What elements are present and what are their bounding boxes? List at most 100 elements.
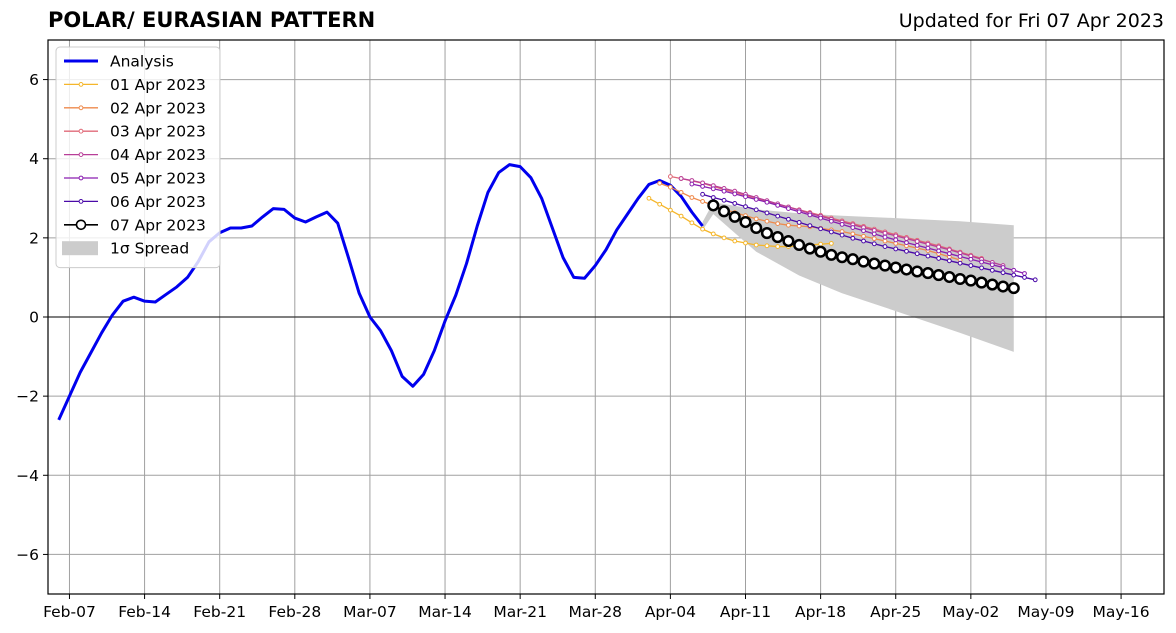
data-point <box>818 226 824 232</box>
data-point <box>657 180 663 186</box>
data-point <box>803 242 816 255</box>
data-point <box>732 191 738 197</box>
x-tick-label: Feb-28 <box>268 603 321 621</box>
data-point <box>739 215 752 229</box>
data-point <box>807 223 813 228</box>
y-tick-label: −4 <box>16 467 39 485</box>
chart-updated-date: Updated for Fri 07 Apr 2023 <box>898 10 1164 32</box>
x-tick-label: May-16 <box>1093 603 1150 621</box>
data-point <box>667 174 673 179</box>
data-point <box>732 201 738 206</box>
data-point <box>861 233 866 239</box>
y-tick-label: −6 <box>16 546 39 564</box>
legend-label: 1σ Spread <box>110 240 189 258</box>
chart-title: POLAR/ EURASIAN PATTERN <box>48 8 376 32</box>
data-point <box>743 204 748 209</box>
x-tick-label: May-09 <box>1017 603 1074 621</box>
y-tick-label: 2 <box>29 229 39 247</box>
y-axis: −6 −4 −2 0 2 4 6 <box>16 71 48 564</box>
data-point <box>946 251 952 257</box>
data-point <box>882 230 888 236</box>
data-point <box>764 243 770 249</box>
legend-label: 05 Apr 2023 <box>110 170 206 188</box>
data-point <box>871 231 877 237</box>
data-point <box>1022 271 1027 276</box>
data-point <box>878 259 892 272</box>
data-point <box>750 221 763 235</box>
data-point <box>793 238 806 252</box>
data-point <box>846 253 859 266</box>
legend-label: 07 Apr 2023 <box>110 216 206 234</box>
data-point <box>964 274 977 287</box>
data-point <box>689 220 695 226</box>
data-point <box>667 207 673 213</box>
data-point <box>1032 277 1038 283</box>
data-point <box>710 231 716 237</box>
data-point <box>921 267 934 280</box>
legend-label: Analysis <box>110 53 174 71</box>
data-point <box>764 218 770 224</box>
data-point <box>818 215 824 221</box>
data-point <box>828 240 834 246</box>
data-point <box>753 216 759 222</box>
data-point <box>689 181 695 187</box>
data-point <box>957 260 963 266</box>
legend-marker <box>78 128 84 134</box>
data-point <box>721 197 727 203</box>
data-point <box>753 207 759 213</box>
data-point <box>807 212 813 218</box>
legend-marker <box>78 199 84 204</box>
x-tick-label: Mar-28 <box>568 603 622 621</box>
data-point <box>836 251 849 264</box>
data-point <box>893 237 899 243</box>
data-point <box>1000 265 1006 270</box>
data-point <box>760 227 774 240</box>
data-point <box>857 255 870 268</box>
x-tick-label: May-02 <box>942 603 999 621</box>
data-point <box>914 239 920 244</box>
data-point <box>764 199 770 205</box>
x-tick-label: Apr-11 <box>720 603 771 621</box>
x-tick-label: Feb-21 <box>193 603 246 621</box>
data-point <box>721 235 727 241</box>
data-point <box>893 246 899 252</box>
data-point <box>968 256 974 262</box>
data-point <box>904 236 909 242</box>
data-point <box>925 245 931 251</box>
legend-label: 06 Apr 2023 <box>110 193 206 211</box>
data-point <box>936 244 942 250</box>
data-point <box>775 203 781 208</box>
data-point <box>743 240 748 246</box>
legend-spread-swatch <box>62 241 98 256</box>
data-point <box>904 240 909 246</box>
data-point <box>900 263 913 276</box>
data-point <box>871 236 877 242</box>
legend-label: 03 Apr 2023 <box>110 123 206 141</box>
legend: Analysis 01 Apr 2023 02 Apr 2023 03 Apr 202… <box>55 46 221 269</box>
data-point <box>732 238 738 244</box>
data-point <box>717 205 731 218</box>
data-point <box>700 191 705 197</box>
series-line <box>57 163 704 421</box>
legend-label: 04 Apr 2023 <box>110 146 206 164</box>
data-point <box>943 270 956 284</box>
data-point <box>710 186 716 192</box>
data-point <box>796 209 802 215</box>
data-point <box>818 241 824 247</box>
data-point <box>989 267 995 273</box>
x-tick-label: Mar-07 <box>343 603 397 621</box>
data-point <box>946 247 952 253</box>
data-point <box>700 184 705 189</box>
legend-marker <box>78 105 84 111</box>
data-point <box>775 221 781 227</box>
data-point <box>786 222 791 228</box>
data-point <box>925 241 931 247</box>
data-point <box>914 242 920 248</box>
data-point <box>850 235 856 241</box>
data-point <box>700 226 705 232</box>
data-point <box>700 199 705 204</box>
data-point <box>1007 282 1020 295</box>
data-point <box>893 233 899 239</box>
data-point <box>882 234 888 240</box>
data-point <box>911 265 924 278</box>
